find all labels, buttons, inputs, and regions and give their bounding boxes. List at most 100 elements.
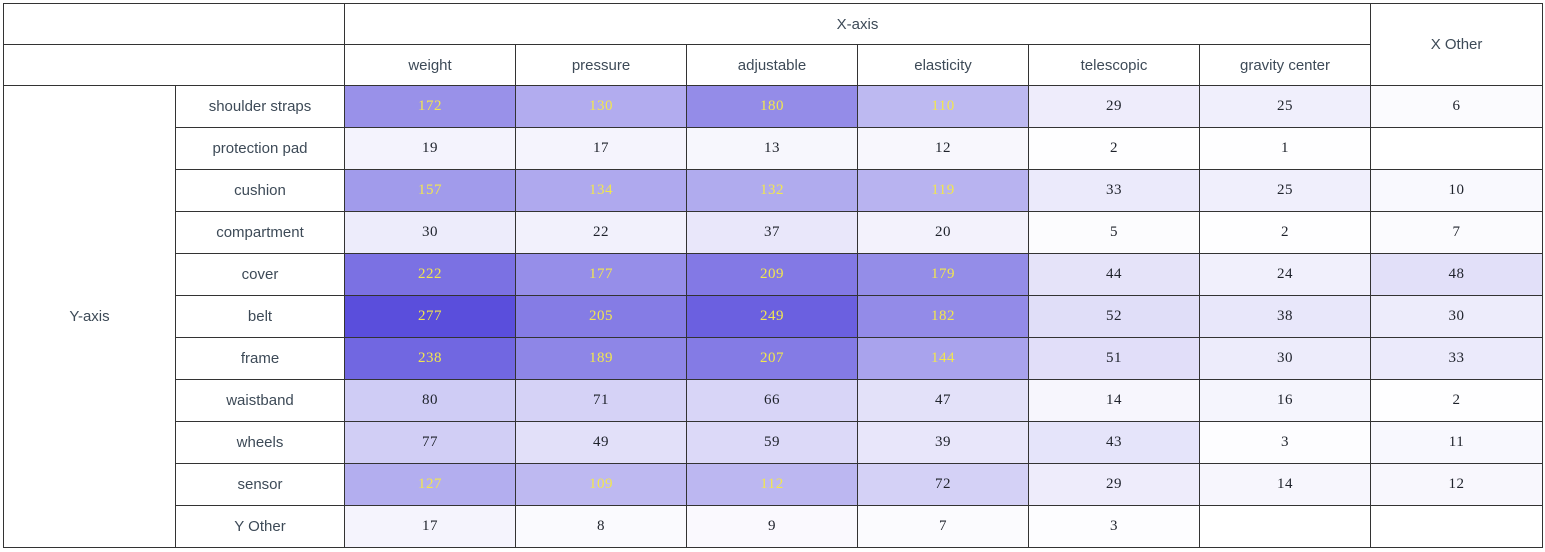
table-row: belt 277 205 249 182 52 38 30 bbox=[4, 295, 1544, 338]
heatmap-cell: 77 bbox=[344, 421, 516, 464]
column-header-elasticity: elasticity bbox=[857, 44, 1029, 86]
heatmap-cell bbox=[1370, 505, 1544, 548]
heatmap-cell: 132 bbox=[686, 169, 858, 212]
heatmap-cell: 277 bbox=[344, 295, 516, 338]
corner-cell-bottom bbox=[3, 44, 345, 86]
row-header-cushion: cushion bbox=[175, 169, 345, 212]
heatmap-cell: 43 bbox=[1028, 421, 1200, 464]
heatmap-cell: 52 bbox=[1028, 295, 1200, 338]
heatmap-cell: 249 bbox=[686, 295, 858, 338]
heatmap-cell: 33 bbox=[1028, 169, 1200, 212]
heatmap-cell: 25 bbox=[1198, 169, 1372, 212]
row-header-frame: frame bbox=[175, 337, 345, 380]
row-header-Y-Other: Y Other bbox=[175, 505, 345, 548]
heatmap-cell: 48 bbox=[1370, 253, 1544, 296]
column-header-weight: weight bbox=[344, 44, 516, 86]
heatmap-cell: 29 bbox=[1028, 463, 1200, 506]
heatmap-cell: 2 bbox=[1370, 379, 1544, 422]
table-row: Y Other 17 8 9 7 3 bbox=[4, 505, 1544, 548]
table-row: Y-axis shoulder straps 172 130 180 110 29 25 6 bbox=[3, 85, 1544, 548]
heatmap-cell: 12 bbox=[857, 127, 1029, 170]
heatmap-cell: 207 bbox=[686, 337, 858, 380]
heatmap-cell: 205 bbox=[515, 295, 687, 338]
heatmap-cell bbox=[1198, 505, 1372, 548]
x-axis-title: X-axis bbox=[343, 3, 1372, 45]
heatmap-cell: 2 bbox=[1028, 127, 1200, 170]
column-header-gravity-center: gravity center bbox=[1198, 44, 1372, 86]
table-row: frame 238 189 207 144 51 30 33 bbox=[4, 337, 1544, 380]
heatmap-cell: 49 bbox=[515, 421, 687, 464]
heatmap-cell: 30 bbox=[1370, 295, 1544, 338]
heatmap-cell: 172 bbox=[344, 85, 516, 128]
heatmap-cell: 38 bbox=[1198, 295, 1372, 338]
table-row: compartment 30 22 37 20 5 2 7 bbox=[4, 211, 1544, 254]
heatmap-cell: 144 bbox=[857, 337, 1029, 380]
row-header-belt: belt bbox=[175, 295, 345, 338]
heatmap-cell: 13 bbox=[686, 127, 858, 170]
column-header-telescopic: telescopic bbox=[1028, 44, 1200, 86]
heatmap-cell: 39 bbox=[857, 421, 1029, 464]
heatmap-cell: 66 bbox=[686, 379, 858, 422]
row-header-cover: cover bbox=[175, 253, 345, 296]
heatmap-cell: 112 bbox=[686, 463, 858, 506]
heatmap-cell: 44 bbox=[1028, 253, 1200, 296]
heatmap-cell: 17 bbox=[515, 127, 687, 170]
heatmap-cell: 47 bbox=[857, 379, 1029, 422]
y-axis-title: Y-axis bbox=[3, 85, 176, 548]
heatmap-cell: 20 bbox=[857, 211, 1029, 254]
heatmap-cell: 30 bbox=[344, 211, 516, 254]
heatmap-cell: 177 bbox=[515, 253, 687, 296]
heatmap-cell: 130 bbox=[515, 85, 687, 128]
heatmap-cell: 9 bbox=[686, 505, 858, 548]
x-other-header: X Other bbox=[1370, 3, 1544, 86]
heatmap-cell: 17 bbox=[344, 505, 516, 548]
table-row: cushion 157 134 132 119 33 25 10 bbox=[4, 169, 1544, 212]
header-row-2: weight pressure adjustable elasticity telesc… bbox=[3, 44, 1543, 86]
heatmap-cell: 80 bbox=[344, 379, 516, 422]
heatmap-cell: 37 bbox=[686, 211, 858, 254]
heatmap-cell: 3 bbox=[1028, 505, 1200, 548]
heatmap-cell: 238 bbox=[344, 337, 516, 380]
heatmap-cell: 25 bbox=[1198, 85, 1372, 128]
table-row: waistband 80 71 66 47 14 16 2 bbox=[4, 379, 1544, 422]
header-row-1: X-axis X Other bbox=[3, 3, 1544, 86]
heatmap-cell: 222 bbox=[344, 253, 516, 296]
heatmap-cell: 72 bbox=[857, 463, 1029, 506]
heatmap-cell: 29 bbox=[1028, 85, 1200, 128]
heatmap-cell: 209 bbox=[686, 253, 858, 296]
table-row: wheels 77 49 59 39 43 3 11 bbox=[4, 421, 1544, 464]
row-header-wheels: wheels bbox=[175, 421, 345, 464]
heatmap-cell: 30 bbox=[1198, 337, 1372, 380]
heatmap-cell: 109 bbox=[515, 463, 687, 506]
heatmap-cell bbox=[1370, 127, 1544, 170]
heatmap-cell: 19 bbox=[344, 127, 516, 170]
heatmap-cell: 189 bbox=[515, 337, 687, 380]
heatmap-cell: 14 bbox=[1028, 379, 1200, 422]
heatmap-cell: 8 bbox=[515, 505, 687, 548]
corner-cell-top bbox=[3, 3, 345, 45]
heatmap-cell: 119 bbox=[857, 169, 1029, 212]
heatmap-cell: 22 bbox=[515, 211, 687, 254]
heatmap-cell: 16 bbox=[1198, 379, 1372, 422]
heatmap-cell: 12 bbox=[1370, 463, 1544, 506]
heatmap-cell: 7 bbox=[1370, 211, 1544, 254]
heatmap-cell: 127 bbox=[344, 463, 516, 506]
heatmap-cell: 6 bbox=[1370, 85, 1544, 128]
heatmap-cell: 59 bbox=[686, 421, 858, 464]
table-row: sensor 127 109 112 72 29 14 12 bbox=[4, 463, 1544, 506]
row-header-shoulder-straps: shoulder straps bbox=[175, 85, 345, 128]
heatmap-cell: 179 bbox=[857, 253, 1029, 296]
column-header-adjustable: adjustable bbox=[686, 44, 858, 86]
heatmap-cell: 10 bbox=[1370, 169, 1544, 212]
table-row: cover 222 177 209 179 44 24 48 bbox=[4, 253, 1544, 296]
heatmap-table: X-axis X Other weight pressure adjustable e… bbox=[3, 3, 1544, 548]
heatmap-cell: 3 bbox=[1198, 421, 1372, 464]
heatmap-cell: 11 bbox=[1370, 421, 1544, 464]
row-header-sensor: sensor bbox=[175, 463, 345, 506]
heatmap-cell: 24 bbox=[1198, 253, 1372, 296]
row-header-compartment: compartment bbox=[175, 211, 345, 254]
heatmap-cell: 14 bbox=[1198, 463, 1372, 506]
heatmap-cell: 1 bbox=[1198, 127, 1372, 170]
heatmap-cell: 51 bbox=[1028, 337, 1200, 380]
